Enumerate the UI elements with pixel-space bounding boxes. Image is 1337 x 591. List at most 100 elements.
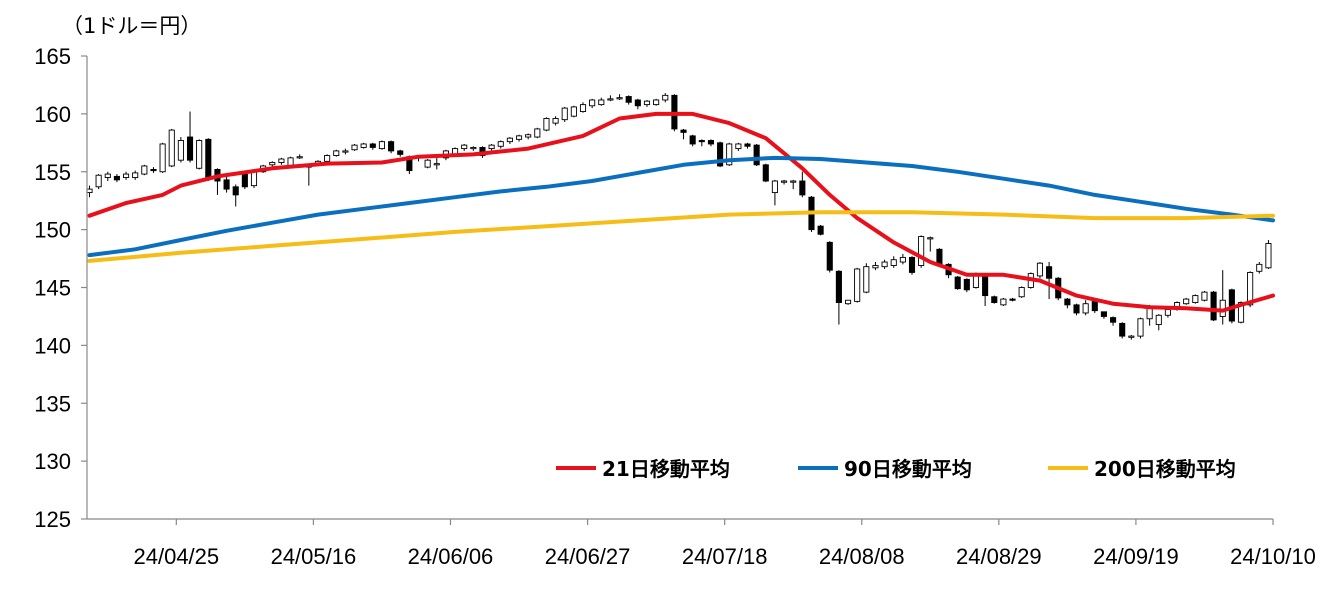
y-tick-label: 135 — [34, 391, 71, 416]
candle — [954, 275, 961, 290]
y-tick-label: 155 — [34, 160, 71, 185]
candle-body-up — [497, 141, 504, 147]
candle — [1155, 314, 1162, 331]
candle — [625, 95, 632, 105]
candle — [241, 172, 248, 190]
candle — [1064, 297, 1071, 309]
candle-body-up — [1082, 303, 1089, 314]
candle — [342, 148, 349, 155]
x-tick-label: 24/04/25 — [134, 544, 220, 569]
candle-body-up — [296, 156, 303, 159]
candle-body-up — [515, 135, 523, 140]
candle-body-up — [250, 171, 258, 187]
candle-body-up — [1018, 287, 1025, 298]
candle-body-up — [561, 107, 568, 121]
candle — [378, 140, 385, 150]
candle — [1100, 311, 1107, 319]
candle-body-up — [1247, 272, 1254, 306]
candle — [598, 97, 605, 106]
candle — [1219, 270, 1226, 325]
candle — [296, 154, 303, 160]
candle — [835, 270, 842, 325]
candle-body-down — [1073, 304, 1080, 314]
candle — [1073, 303, 1080, 316]
candle-body-up — [616, 97, 623, 100]
candle — [854, 267, 861, 303]
candle-body-down — [634, 99, 641, 107]
candle — [863, 263, 870, 294]
y-tick-label: 130 — [34, 449, 71, 474]
candle — [771, 179, 778, 206]
legend-item: 90日移動平均 — [798, 457, 972, 481]
candle — [881, 259, 888, 269]
candle-body-up — [360, 143, 367, 148]
candle-body-up — [86, 188, 93, 194]
candle-body-up — [872, 265, 879, 269]
candle — [205, 138, 212, 182]
candle — [643, 99, 651, 107]
candle-body-up — [159, 143, 166, 173]
candle-body-up — [927, 237, 934, 240]
candle — [680, 128, 687, 140]
candle — [1210, 290, 1217, 322]
candle-body-up — [890, 259, 897, 266]
candle-body-up — [378, 141, 385, 150]
moving-average-lines — [87, 111, 1275, 313]
candle — [662, 93, 669, 103]
candle — [762, 163, 769, 183]
candle-body-up — [470, 146, 477, 150]
candle-body-down — [186, 136, 194, 161]
candle — [781, 179, 788, 185]
candle-body-up — [607, 98, 614, 101]
candle-body-up — [1183, 298, 1190, 305]
candle-body-up — [735, 143, 742, 150]
candle-body-up — [333, 150, 340, 156]
candle-body-up — [1237, 302, 1245, 323]
candle — [543, 117, 550, 132]
candle — [1046, 262, 1053, 300]
legend-label: 90日移動平均 — [844, 457, 972, 481]
x-tick-label: 24/06/06 — [408, 544, 494, 569]
candle — [744, 142, 751, 149]
ma-line-2 — [87, 210, 1275, 263]
candle-body-down — [982, 274, 989, 297]
candle-body-up — [433, 163, 440, 166]
candle — [177, 137, 184, 163]
candle-body-up — [1265, 243, 1272, 269]
candle-body-down — [232, 186, 239, 196]
unit-label: （1ドル＝円） — [62, 14, 201, 38]
candle-body-up — [653, 99, 660, 106]
candle — [799, 171, 806, 198]
candle — [388, 140, 395, 154]
candle — [223, 176, 230, 193]
ma-line-0 — [87, 111, 1275, 313]
legend-item: 200日移動平均 — [1048, 457, 1236, 481]
candle — [1128, 334, 1135, 340]
candle — [726, 142, 733, 166]
candle-body-up — [123, 173, 130, 178]
candle-body-down — [388, 141, 395, 152]
candle — [1036, 262, 1044, 279]
candle — [141, 164, 148, 176]
candle-body-up — [269, 162, 276, 166]
candle — [397, 149, 404, 157]
candle — [351, 143, 358, 151]
candle — [1192, 294, 1199, 304]
candle — [369, 142, 376, 150]
candle — [1000, 297, 1007, 307]
candle-body-up — [1000, 298, 1007, 306]
candle-body-down — [1091, 300, 1098, 312]
candle-body-down — [1046, 266, 1053, 279]
candle-body-up — [104, 173, 111, 178]
candle — [123, 171, 130, 180]
candle — [113, 174, 120, 183]
candle — [1137, 317, 1144, 339]
candle-body-up — [351, 144, 358, 151]
x-tick-labels: 24/04/25 24/05/16 24/06/06 24/06/27 24/07/18… — [134, 544, 1316, 569]
candle-body-up — [570, 106, 577, 117]
candle-body-down — [1009, 298, 1016, 301]
candle-body-down — [1119, 322, 1126, 337]
candle-body-down — [799, 180, 806, 196]
y-tick-label: 165 — [34, 44, 71, 69]
